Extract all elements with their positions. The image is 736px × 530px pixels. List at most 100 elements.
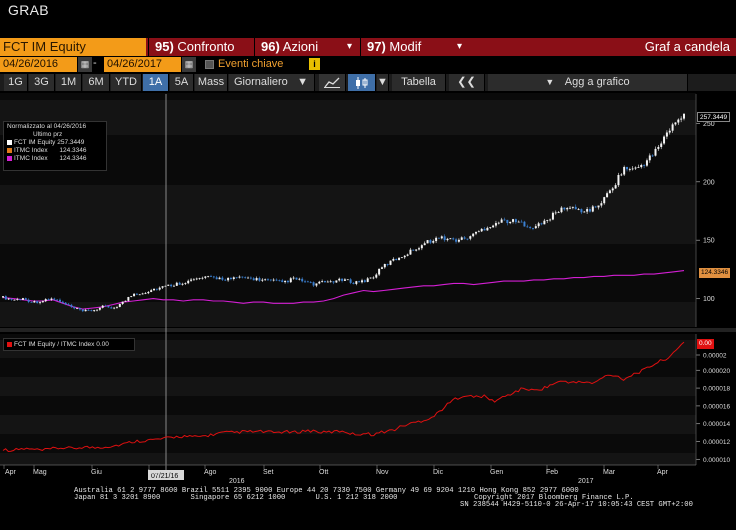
candle-body bbox=[591, 206, 594, 212]
candle-body bbox=[27, 299, 30, 302]
calendar-icon[interactable]: ▦ bbox=[78, 57, 92, 72]
period-button-ytd[interactable]: YTD bbox=[111, 74, 142, 91]
candle-body bbox=[150, 290, 153, 292]
candle-body bbox=[98, 307, 101, 310]
menu-modify[interactable]: 97) Modif ▾ bbox=[360, 38, 468, 56]
calendar-icon[interactable]: ▦ bbox=[182, 57, 196, 72]
candle-body bbox=[261, 279, 264, 281]
period-button-1g[interactable]: 1G bbox=[4, 74, 28, 91]
legend-swatch bbox=[7, 155, 12, 161]
candle-body bbox=[306, 281, 309, 283]
x-tick-label: Dic bbox=[433, 469, 444, 476]
candle-body bbox=[469, 236, 472, 239]
candle-body bbox=[238, 276, 241, 278]
period-button-1a[interactable]: 1A bbox=[143, 74, 169, 91]
start-date-field[interactable]: 04/26/2016 bbox=[0, 57, 77, 72]
candle-body bbox=[64, 302, 67, 305]
candle-body bbox=[53, 298, 56, 300]
candle-body bbox=[58, 299, 61, 302]
menu-compare[interactable]: 95) Confronto bbox=[148, 38, 252, 56]
panel-divider[interactable] bbox=[0, 328, 736, 332]
y-tick-label: 0.000010 bbox=[703, 457, 730, 464]
candle-body bbox=[361, 280, 364, 283]
candle-body bbox=[175, 282, 178, 286]
candle-body bbox=[135, 293, 138, 295]
events-checkbox[interactable] bbox=[205, 60, 214, 69]
period-button-5a[interactable]: 5A bbox=[170, 74, 194, 91]
candle-body bbox=[389, 260, 392, 265]
frequency-value: Giornaliero bbox=[234, 76, 288, 88]
frequency-dropdown[interactable]: Giornaliero ▼ bbox=[229, 74, 315, 91]
candle-body bbox=[520, 221, 523, 223]
candle-body bbox=[30, 301, 33, 303]
candle-body bbox=[643, 164, 646, 166]
candle-body bbox=[617, 175, 620, 186]
candle-body bbox=[663, 136, 666, 144]
candle-body bbox=[580, 209, 583, 213]
candle-body bbox=[170, 284, 173, 287]
price-chart[interactable]: 2502001501000.000020.0000200.0000180.000… bbox=[0, 0, 736, 486]
y-tick-label: 200 bbox=[703, 179, 715, 186]
add-to-chart-button[interactable]: ▼ Agg a grafico bbox=[488, 74, 688, 91]
ticker-field[interactable]: FCT IM Equity bbox=[0, 38, 146, 56]
x-tick-label: Gen bbox=[490, 469, 503, 476]
candle-body bbox=[133, 293, 136, 297]
menu-modify-number: 97) bbox=[367, 39, 386, 54]
candle-body bbox=[383, 263, 386, 268]
candlestick-chart-icon[interactable] bbox=[348, 74, 376, 91]
table-button[interactable]: Tabella bbox=[392, 74, 446, 91]
footer: Australia 61 2 9777 8600 Brazil 5511 239… bbox=[0, 486, 736, 530]
candle-body bbox=[70, 304, 73, 307]
candle-body bbox=[275, 279, 278, 281]
candle-body bbox=[523, 221, 526, 227]
candle-body bbox=[249, 277, 252, 279]
candle-body bbox=[181, 283, 184, 285]
footer-contacts: Australia 61 2 9777 8600 Brazil 5511 239… bbox=[74, 487, 579, 495]
candle-body bbox=[614, 185, 617, 189]
x-tick-label: Apr bbox=[5, 469, 17, 476]
candle-body bbox=[549, 219, 552, 221]
period-button-mass[interactable]: Mass bbox=[195, 74, 228, 91]
legend-entry-value: 257.3449 bbox=[57, 139, 85, 146]
candle-body bbox=[121, 301, 124, 304]
legend-swatch bbox=[7, 139, 12, 145]
end-date-field[interactable]: 04/26/2017 bbox=[104, 57, 181, 72]
candle-body bbox=[466, 238, 469, 240]
candle-body bbox=[500, 219, 503, 223]
candle-body bbox=[349, 279, 352, 283]
collapse-left-icon[interactable]: ❮❮ bbox=[449, 74, 485, 91]
candle-body bbox=[326, 281, 329, 283]
x-tick-label: Mar bbox=[603, 469, 616, 476]
legend-entry: FCT IM Equity 257.3449 bbox=[7, 139, 103, 147]
chevron-down-icon[interactable]: ▼ bbox=[377, 74, 389, 91]
chevron-down-icon: ▼ bbox=[545, 77, 555, 87]
candle-body bbox=[147, 291, 150, 294]
candle-body bbox=[78, 308, 81, 310]
footer-contacts-2: Japan 81 3 3201 8900 Singapore 65 6212 1… bbox=[74, 494, 398, 502]
series-line-itmc bbox=[2, 270, 685, 310]
menu-actions[interactable]: 96) Azioni ▾ bbox=[254, 38, 358, 56]
grid-band bbox=[0, 302, 696, 327]
x-tick-label: Ago bbox=[204, 469, 217, 476]
series-line-ratio bbox=[2, 341, 685, 453]
period-button-6m[interactable]: 6M bbox=[83, 74, 110, 91]
candle-body bbox=[4, 296, 7, 300]
candle-body bbox=[284, 280, 287, 283]
candle-body bbox=[420, 245, 423, 249]
candle-body bbox=[372, 277, 375, 279]
period-button-3g[interactable]: 3G bbox=[29, 74, 55, 91]
candle-body bbox=[503, 219, 506, 221]
candle-body bbox=[395, 258, 398, 261]
info-icon[interactable]: i bbox=[309, 58, 320, 70]
candle-body bbox=[266, 279, 269, 281]
candle-body bbox=[44, 299, 47, 302]
y-tick-label: 150 bbox=[703, 238, 715, 245]
candle-body bbox=[457, 239, 460, 242]
grid-band bbox=[0, 453, 696, 465]
candle-body bbox=[571, 206, 574, 208]
candle-body bbox=[221, 277, 224, 280]
line-chart-icon[interactable] bbox=[319, 74, 346, 91]
x-tick-label: Ott bbox=[319, 469, 328, 476]
period-button-1m[interactable]: 1M bbox=[56, 74, 82, 91]
x-tick-label: Giu bbox=[91, 469, 102, 476]
